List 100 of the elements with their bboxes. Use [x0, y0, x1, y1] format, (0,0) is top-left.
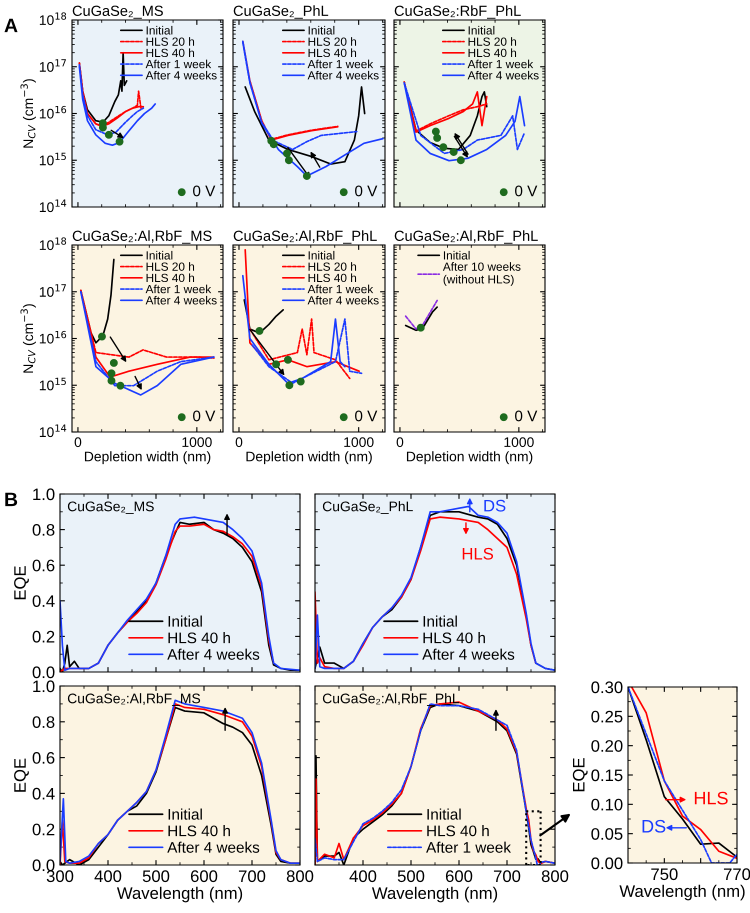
y-tick-label: 10$^{15}$ — [40, 378, 66, 390]
y-tick-label: 10$^{18}$ — [40, 237, 66, 250]
y-tick-label: 0.2 — [32, 630, 54, 643]
y-tick-label: 0.05 — [591, 828, 622, 840]
chart-title: CuGaSe₂:Al,RbF_MS — [72, 230, 212, 244]
point — [98, 332, 106, 341]
y-tick-label: 0.15 — [591, 769, 622, 782]
legend-label: Initial — [468, 26, 494, 35]
legend-label: Initial — [308, 250, 334, 260]
point — [110, 358, 118, 367]
x-axis-title: Wavelength (nm) — [619, 884, 745, 900]
legend-label: After 4 weeks — [167, 648, 260, 660]
x-axis-title: Depletion width (nm) — [406, 451, 532, 464]
legend-label: HLS 20 h — [146, 262, 194, 271]
legend-label: After 4 weeks — [167, 842, 260, 853]
point — [104, 130, 113, 139]
point — [270, 140, 278, 148]
x-tick-label: 1000 — [504, 437, 534, 448]
legend-label: HLS 40 h — [168, 825, 230, 836]
x-tick-label: 700 — [238, 870, 266, 882]
legend-label: After 1 week — [146, 284, 212, 294]
y-tick-label: 0.0 — [32, 859, 54, 872]
legend-label: Initial — [427, 808, 461, 820]
legend-label: HLS 40 h — [168, 632, 230, 644]
annotation: DS — [642, 820, 666, 833]
legend-label: After 1 week — [146, 60, 212, 68]
x-tick-label: 770 — [724, 868, 750, 880]
legend-label: HLS 40 h — [146, 48, 194, 58]
y-tick-label: 10$^{15}$ — [40, 152, 66, 166]
legend-label: After 1 week — [308, 284, 374, 294]
chart-title: CuGaSe₂:Al,RbF_PhL — [322, 693, 460, 706]
legend-label: HLS 20 h — [468, 37, 516, 46]
legend-label: Initial — [168, 616, 202, 627]
legend-label: 0 V — [515, 410, 538, 422]
legend-label: 0 V — [193, 186, 216, 196]
legend-label: HLS 40 h — [308, 273, 356, 282]
x-tick-label: 1000 — [182, 437, 212, 448]
x-tick-label: 300 — [46, 870, 74, 882]
x-tick-label: 400 — [94, 870, 122, 882]
chart-title: CuGaSe₂:Al,RbF_MS — [68, 693, 200, 706]
legend-label: After 4 weeks — [146, 70, 217, 80]
legend-label: After 1 week — [308, 60, 374, 68]
point — [439, 143, 448, 152]
x-tick-label: 800 — [542, 870, 568, 882]
y-axis-title: N$_{CV}$ (cm$^{−3}$) — [20, 79, 36, 148]
y-axis-title: EQE — [572, 758, 588, 792]
text: A — [4, 18, 18, 32]
legend-label: Initial — [146, 250, 172, 260]
legend-label: HLS 40 h — [146, 273, 194, 282]
legend-label: After 4 weeks — [308, 296, 379, 305]
chart-title: CuGaSe₂:RbF_PhL — [394, 5, 521, 19]
legend-label: After 1 week — [426, 842, 511, 853]
point — [284, 156, 293, 164]
point — [256, 327, 264, 335]
annotation: HLS — [694, 792, 728, 804]
x-tick-label: 500 — [142, 870, 170, 882]
point — [456, 156, 465, 164]
y-tick-label: 0.6 — [32, 752, 54, 764]
point — [284, 356, 292, 364]
y-axis-title: EQE — [14, 566, 29, 600]
legend-label: After 4 weeks — [422, 648, 514, 660]
chart-title: CuGaSe₂_MS — [72, 6, 163, 19]
legend-label: After 4 weeks — [146, 296, 217, 305]
x-tick-label: 0 — [396, 437, 404, 448]
y-axis-title: EQE — [14, 758, 29, 792]
legend-label: Initial — [146, 26, 172, 35]
point — [108, 369, 116, 378]
y-tick-label: 10$^{14}$ — [40, 424, 66, 438]
y-tick-label: 0.25 — [591, 710, 622, 723]
point — [272, 360, 280, 368]
x-tick-label: 1000 — [344, 437, 374, 448]
legend-label: After 4 weeks — [468, 70, 539, 80]
annotation: DS — [484, 500, 506, 512]
y-tick-label: 0.8 — [32, 524, 54, 536]
x-tick-label: 750 — [651, 868, 678, 880]
annotation: HLS — [462, 548, 494, 560]
y-tick-label: 0.00 — [591, 857, 622, 870]
x-tick-label: 0 — [236, 437, 242, 448]
point — [108, 376, 116, 385]
text: B — [5, 492, 18, 506]
legend-label: HLS 40 h — [427, 825, 489, 836]
legend-label: Initial — [168, 808, 202, 820]
legend-label: HLS 40 h — [423, 632, 485, 644]
legend-label: HLS 20 h — [308, 37, 356, 46]
legend-label: 0 V — [515, 186, 538, 196]
chart-title: CuGaSe₂_MS — [68, 501, 154, 514]
chart-title: CuGaSe₂:Al,RbF_PhL — [394, 230, 538, 244]
x-axis-title: Wavelength (nm) — [116, 886, 242, 902]
y-tick-label: 1.0 — [33, 488, 54, 500]
x-tick-label: 600 — [190, 870, 218, 882]
x-axis-title: Wavelength (nm) — [372, 886, 498, 902]
chart-title: CuGaSe₂:Al,RbF_PhL — [234, 230, 377, 244]
y-tick-label: 10$^{17}$ — [40, 59, 66, 72]
y-axis-title: N$_{CV}$ (cm$^{−3}$) — [20, 304, 36, 373]
x-tick-label: 0 — [74, 437, 82, 448]
legend-label: Initial — [424, 616, 457, 627]
point — [433, 134, 442, 142]
y-tick-label: 0.30 — [591, 681, 622, 694]
x-tick-label: 400 — [349, 870, 376, 882]
legend-label: After 10 weeks (without HLS) — [442, 262, 521, 286]
